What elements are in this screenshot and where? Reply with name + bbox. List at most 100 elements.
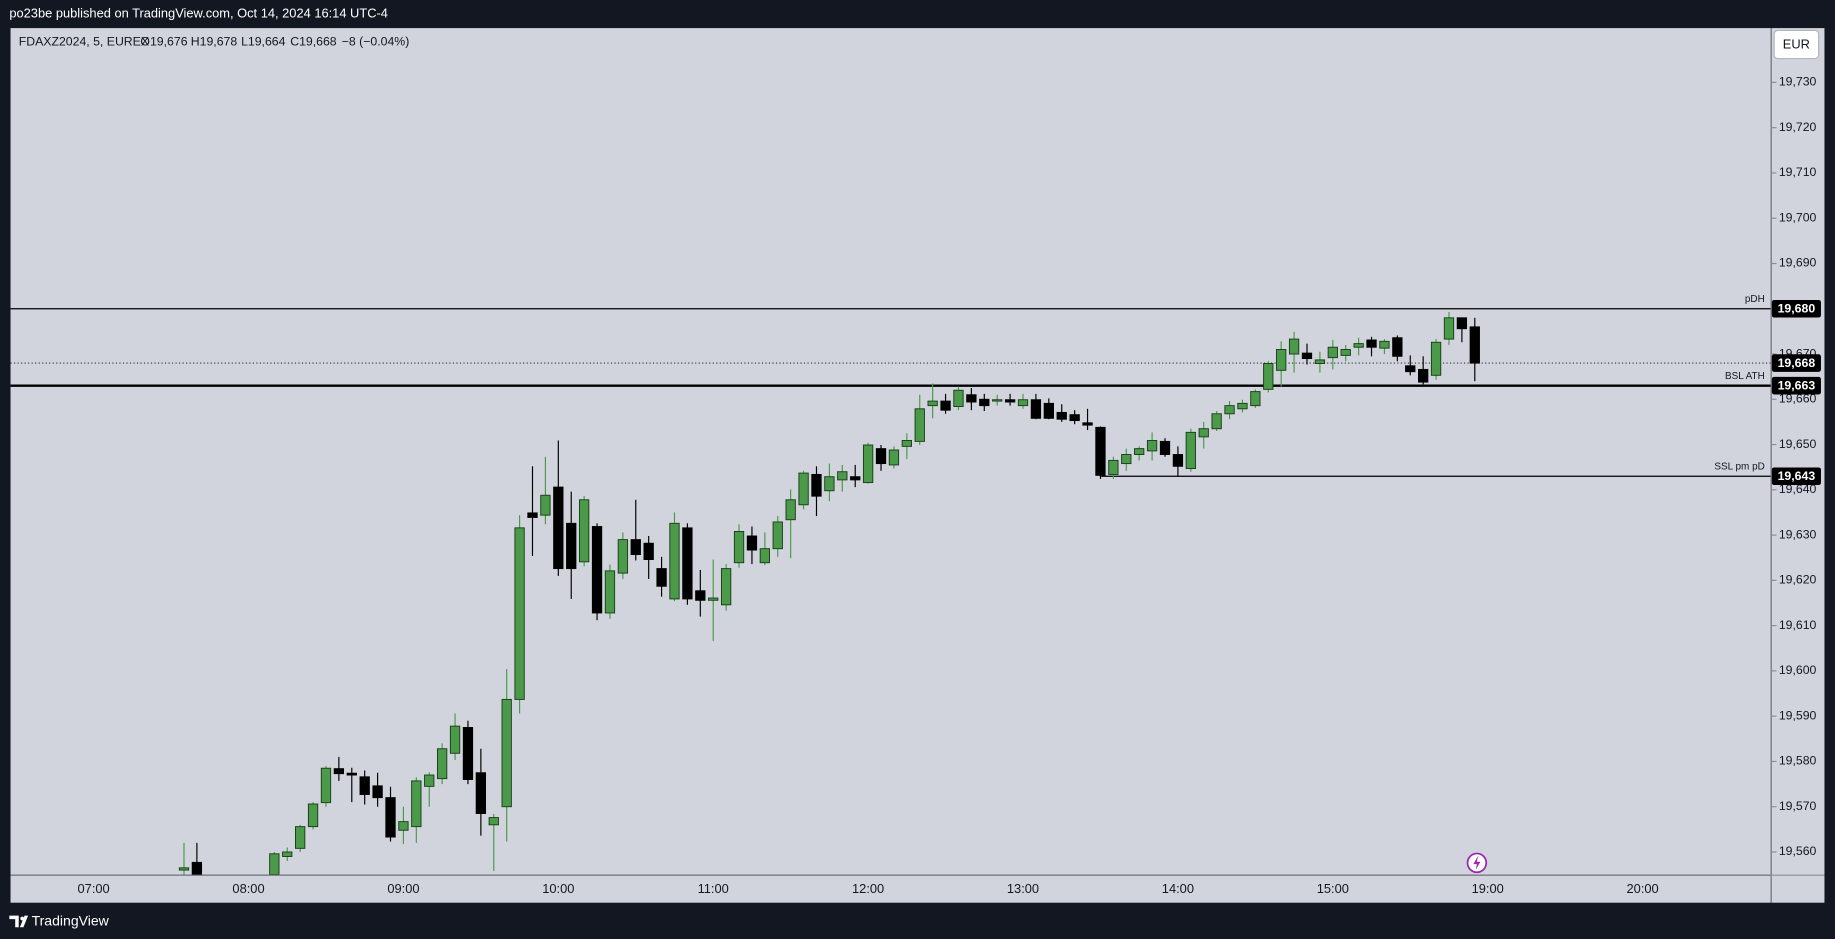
candle-body [1082,422,1093,426]
candle-body [1095,426,1106,476]
candle-body [1340,349,1351,356]
candle-body [759,548,770,564]
plot [10,308,1771,875]
candle-body [953,389,964,408]
y-tick-label: 19,660 [1779,392,1817,406]
candle-body [385,797,396,838]
candle-body [733,531,745,564]
candle-body [1301,352,1313,360]
x-tick-label: 15:00 [1317,881,1349,896]
candle-body [875,448,887,465]
candle-body [1276,349,1287,371]
candle-body [1443,317,1455,340]
currency-button[interactable] [1773,29,1820,60]
candle-body [850,476,861,481]
candle-body [372,785,383,799]
candle-body [1288,338,1300,355]
candle-body [1366,339,1377,348]
x-tick-label: 07:00 [78,881,110,896]
candle-body [449,725,461,754]
candle-body [501,698,512,808]
candle-body [1327,346,1338,359]
candle-body [540,494,551,516]
candle-body [1017,399,1029,407]
candle-body [1198,428,1209,438]
x-tick-label: 12:00 [852,881,884,896]
brand-logo-dot [20,916,25,921]
ohlc-label: C19,668 [290,34,337,48]
candle-body [527,512,538,518]
candle-body [1056,411,1067,420]
candle-body [811,473,822,497]
candle-body [488,817,499,826]
candle-body [1211,413,1222,430]
candle-body [992,399,1003,402]
candle-body [630,539,641,556]
y-tick-label: 19,600 [1779,663,1817,677]
candle-body [475,772,487,814]
ohlc-label: L19,664 [241,34,286,48]
candle-body [282,851,293,857]
y-tick-label: 19,720 [1779,120,1817,134]
candle-body [708,597,719,601]
candle-body [695,590,706,601]
candle-body [1030,399,1042,419]
y-tick-label: 19,700 [1779,210,1817,224]
candle-body [1224,405,1235,415]
x-tick-label: 09:00 [387,881,419,896]
x-tick-label: 10:00 [542,881,574,896]
candle-body [1185,431,1196,470]
candle-body [1379,340,1390,349]
price-box [1771,467,1821,486]
candle-body [178,867,190,871]
candle-body [1108,459,1119,475]
candle-body [604,570,616,614]
candle-body [785,499,796,521]
candle-body [979,398,990,407]
y-tick-label: 19,620 [1779,573,1817,587]
brand-name: TradingView [32,913,110,929]
level-name: SSL pm pD [1714,462,1764,473]
candle-body [1263,363,1274,390]
y-tick-label: 19,580 [1779,754,1817,768]
price-axis [1771,28,1825,903]
y-tick-label: 19,560 [1779,844,1817,858]
candle-body [553,486,564,570]
candle-body [1004,399,1016,403]
candle-body [669,522,680,600]
candle-body [772,521,783,550]
candle-body [966,394,977,403]
candle-body [1043,402,1054,419]
candle-body [1172,454,1184,467]
candle-body [1418,368,1429,383]
price-box-label: 19,668 [1778,356,1816,370]
y-tick-label: 19,640 [1779,482,1817,496]
currency-label: EUR [1783,36,1810,51]
candle-body [1237,402,1248,410]
x-tick-label: 20:00 [1627,881,1659,896]
candle-body [514,527,525,700]
y-tick-label: 19,730 [1779,75,1817,89]
candle-body [1392,337,1403,357]
candle-body [656,568,667,587]
candle-body [1159,440,1171,455]
candle-body [682,527,693,600]
y-tick-label: 19,590 [1779,708,1817,722]
y-tick-label: 19,710 [1779,165,1817,179]
x-tick-label: 08:00 [232,881,264,896]
candle-body [1134,448,1145,455]
level-name: BSL ATH [1725,371,1765,382]
candle-body [901,440,912,447]
candle-body [307,803,319,828]
candle-body [591,526,603,614]
candle-body [411,780,422,828]
symbol-title: FDAXZ2024, 5, EUREX [19,34,149,48]
candle-body [578,499,590,563]
candle-body [320,767,332,804]
price-box-label: 19,643 [1778,469,1816,483]
candle-body [191,861,203,875]
alert-bolt [1473,855,1481,870]
price-box-label: 19,663 [1778,379,1816,393]
candle-body [914,408,925,442]
